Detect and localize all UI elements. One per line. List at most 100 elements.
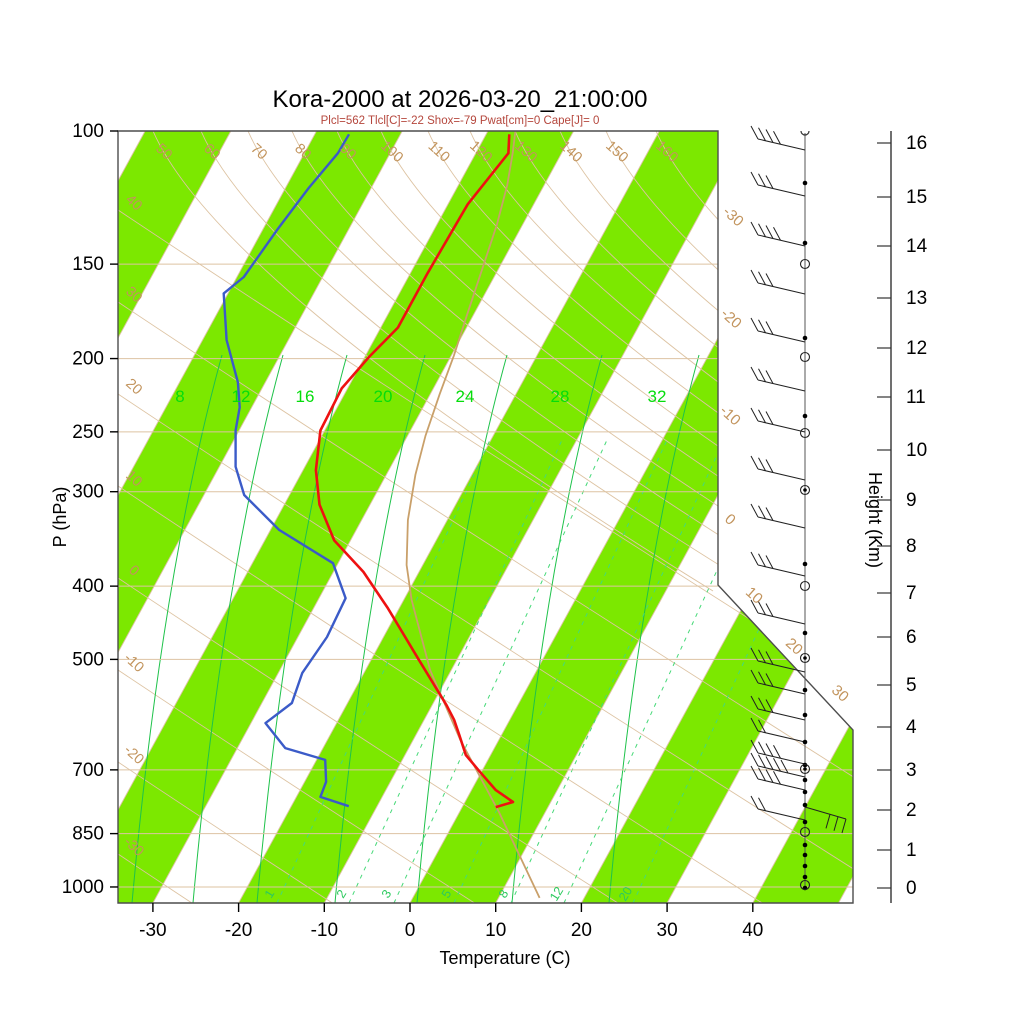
staff-dot <box>802 777 808 783</box>
wind-barb <box>750 695 806 721</box>
wind-barb <box>750 171 806 197</box>
isotherm-label: 0 <box>721 511 739 529</box>
isotherm-lines <box>118 131 853 903</box>
wind-barb <box>750 752 806 778</box>
pressure-tick-label: 200 <box>72 349 104 370</box>
wind-barb <box>750 599 806 625</box>
wind-barb <box>750 407 806 433</box>
height-tick-label: 12 <box>906 338 927 359</box>
staff-dot <box>802 739 808 745</box>
mixing-ratio-label: 12 <box>547 884 566 903</box>
moist-adiabat-label: 28 <box>551 387 570 406</box>
height-tick-label: 11 <box>906 387 926 408</box>
wind-barb <box>750 125 806 151</box>
wind-barb <box>750 717 806 743</box>
temperature-tick-label: 40 <box>742 920 763 941</box>
wind-barb <box>750 317 806 343</box>
dry-adiabat-label: 150 <box>602 138 631 166</box>
moist-adiabat-label: 32 <box>648 387 667 406</box>
staff-dot <box>802 240 808 246</box>
moist-adiabat-label: 16 <box>296 387 315 406</box>
wind-barb <box>750 503 806 529</box>
temperature-tick-label: 0 <box>405 920 416 941</box>
height-tick-label: 1 <box>906 840 917 861</box>
dry-adiabat-label: 110 <box>425 138 453 165</box>
height-axis-title: Height (Km) <box>865 472 885 568</box>
height-tick-label: 8 <box>906 536 917 557</box>
staff-dot <box>802 874 808 880</box>
wind-barb <box>750 269 806 295</box>
staff-dot-circle-dot <box>803 656 807 660</box>
staff-dot <box>802 842 808 848</box>
dry-adiabat-label: 70 <box>247 141 270 164</box>
dry-adiabat-top-labels: 50 60 70 80 90 100 110 120 130 140 150 160 <box>152 138 681 166</box>
staff-dot-circle <box>799 763 811 775</box>
staff-dot <box>802 789 808 795</box>
wind-barb <box>750 647 806 673</box>
isotherm-label: 10 <box>742 584 766 608</box>
plot-frame <box>117 130 854 904</box>
moist-adiabat-labels: 8 12 16 20 24 28 32 <box>175 387 666 406</box>
temperature-axis-title: Temperature (C) <box>439 948 570 968</box>
wind-barb <box>750 669 806 695</box>
pressure-gridlines <box>118 263 853 888</box>
mixing-ratio-label: 3 <box>379 887 395 900</box>
pressure-tick-label: 300 <box>72 482 104 503</box>
staff-dot <box>802 852 808 858</box>
moist-adiabat-label: 24 <box>456 387 475 406</box>
staff-top-marker <box>800 130 810 136</box>
staff-dot <box>802 802 808 808</box>
pressure-tick-label: 850 <box>72 824 104 845</box>
moist-adiabats <box>131 354 700 903</box>
plot-area <box>118 131 853 903</box>
temperature-curve <box>314 134 515 809</box>
height-tick-label: 6 <box>906 627 917 648</box>
wind-barb <box>750 455 806 481</box>
wind-barb <box>750 366 806 392</box>
height-tick-label: 9 <box>906 490 917 511</box>
staff-circle <box>799 879 811 891</box>
pressure-tick-label: 500 <box>72 649 104 670</box>
wind-barb <box>750 795 806 821</box>
temperature-tick-label: 20 <box>571 920 592 941</box>
dry-adiabat-label: -10 <box>121 650 147 676</box>
staff-circle <box>799 351 811 363</box>
mixing-ratio-label: 20 <box>616 884 635 903</box>
pressure-tick-label: 250 <box>72 422 104 443</box>
dry-adiabats <box>118 131 853 903</box>
staff-dot <box>802 413 808 419</box>
moist-adiabat-label: 12 <box>232 387 251 406</box>
dewpoint-curve <box>222 133 351 808</box>
dry-adiabat-label: 20 <box>122 376 145 399</box>
moist-adiabat-label: 8 <box>175 387 184 406</box>
chart-subtitle: Plcl=562 Tlcl[C]=-22 Shox=-79 Pwat[cm]=0… <box>320 115 600 127</box>
staff-dot-circle-dot <box>803 767 807 771</box>
height-tick-label: 0 <box>906 878 917 899</box>
height-tick-label: 2 <box>906 800 917 821</box>
wind-barb-column <box>750 125 847 891</box>
isotherm-label: -10 <box>716 402 743 429</box>
height-tick-label: 7 <box>906 583 917 604</box>
wind-barb <box>804 806 847 834</box>
height-tick-label: 16 <box>906 133 927 154</box>
staff-dot <box>802 687 808 693</box>
chart-title: Kora-2000 at 2026-03-20_21:00:00 <box>272 86 648 113</box>
temperature-tick-label: 10 <box>485 920 506 941</box>
staff-dot <box>802 712 808 718</box>
temperature-tick-label: -20 <box>225 920 252 941</box>
wind-barb <box>750 221 806 247</box>
staff-circle <box>799 826 811 838</box>
staff-circle <box>799 427 811 439</box>
pressure-tick-label: 1000 <box>62 877 104 898</box>
pressure-axis-title: P (hPa) <box>50 487 70 548</box>
wind-barb <box>750 551 806 577</box>
staff-dot <box>802 863 808 869</box>
pressure-tick-label: 150 <box>72 254 104 275</box>
mixing-ratio-label: 2 <box>334 887 350 900</box>
height-tick-label: 10 <box>906 440 927 461</box>
temperature-tick-label: -30 <box>139 920 166 941</box>
temperature-tick-label: -10 <box>311 920 338 941</box>
staff-circle <box>799 258 811 270</box>
